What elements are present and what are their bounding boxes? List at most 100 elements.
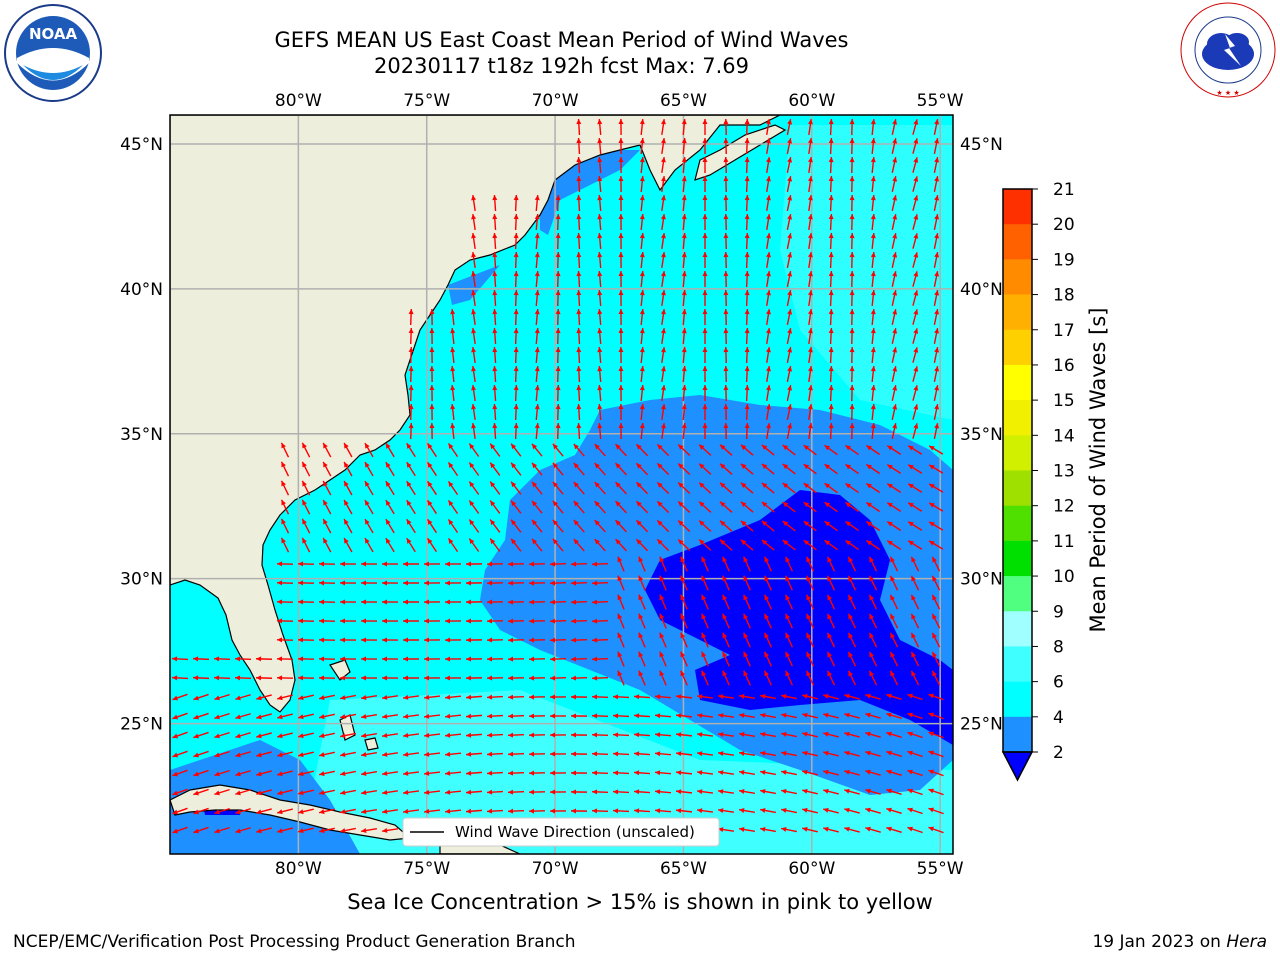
wind-arrow: [675, 732, 693, 738]
wind-arrow: [681, 270, 687, 288]
wind-arrow: [933, 366, 940, 382]
wind-arrow: [766, 384, 771, 402]
wind-arrow: [807, 194, 813, 212]
wind-arrow: [933, 195, 940, 211]
wind-arrow: [633, 713, 651, 719]
wind-arrow: [928, 521, 944, 531]
wind-arrow: [513, 194, 519, 212]
wind-arrow: [339, 580, 357, 586]
wind-arrow: [786, 309, 793, 325]
wind-arrow: [761, 539, 775, 551]
wind-arrow: [928, 712, 944, 720]
wind-arrow: [597, 118, 603, 136]
wind-arrow: [702, 137, 708, 155]
wind-arrow: [907, 731, 923, 739]
wind-arrow: [513, 327, 519, 345]
wind-arrow: [591, 675, 609, 681]
wind-arrow: [406, 537, 416, 553]
wind-arrow: [760, 693, 776, 700]
wind-arrow: [360, 599, 378, 605]
wind-arrow: [450, 346, 456, 364]
wind-arrow: [612, 751, 630, 757]
sea-ice-caption: Sea Ice Concentration > 15% is shown in …: [347, 890, 933, 914]
wind-arrow: [276, 599, 294, 605]
wind-arrow: [492, 194, 498, 212]
wind-arrow: [429, 346, 435, 364]
wind-arrow: [214, 750, 230, 758]
wind-arrow: [234, 656, 252, 662]
wind-arrow: [570, 751, 588, 757]
wind-arrow: [423, 599, 441, 605]
wind-arrow: [891, 271, 898, 287]
wind-arrow: [343, 537, 353, 553]
wind-arrow: [277, 751, 293, 758]
wind-arrow: [597, 232, 603, 250]
wind-arrow: [802, 769, 818, 776]
colorbar-tick-label: 2: [1053, 743, 1064, 763]
wind-arrow: [406, 480, 416, 496]
wind-arrow: [824, 539, 838, 551]
wind-arrow: [845, 501, 859, 513]
wind-arrow: [486, 561, 504, 567]
wind-arrow: [576, 137, 582, 155]
wind-arrow: [764, 670, 772, 686]
wind-arrow: [680, 670, 688, 686]
wind-arrow: [214, 693, 230, 701]
wind-arrow: [465, 694, 483, 700]
wind-arrow: [722, 613, 730, 629]
wind-arrow: [385, 499, 395, 515]
wind-arrow: [826, 556, 836, 572]
wind-arrow: [738, 713, 756, 719]
wind-arrow: [828, 175, 834, 193]
wind-arrow: [723, 365, 729, 383]
wind-arrow: [870, 346, 876, 364]
lon-tick-label-bottom: 55°W: [917, 859, 964, 879]
wind-arrow: [591, 656, 609, 662]
wind-arrow: [849, 289, 855, 307]
wind-arrow: [719, 444, 733, 456]
colorbar-tick-label: 4: [1053, 708, 1064, 728]
wind-arrow: [907, 483, 923, 493]
wind-arrow: [886, 807, 902, 815]
wind-arrow: [865, 539, 881, 551]
wind-arrow: [492, 308, 498, 326]
wind-arrow: [468, 443, 480, 457]
wind-arrow: [933, 328, 940, 344]
wind-arrow: [444, 656, 462, 662]
wind-arrow: [549, 713, 567, 719]
wind-arrow: [507, 713, 525, 719]
wind-arrow: [844, 788, 860, 795]
wind-arrow: [760, 750, 776, 757]
wind-arrow: [828, 346, 834, 364]
wind-arrow: [639, 384, 645, 402]
wind-arrow: [339, 656, 357, 662]
wind-arrow: [761, 463, 775, 475]
wind-arrow: [528, 808, 546, 814]
wind-arrow: [555, 327, 561, 345]
wind-arrow: [660, 365, 666, 383]
wind-arrow: [618, 175, 624, 193]
wind-arrow: [781, 712, 797, 719]
wind-arrow: [886, 540, 902, 550]
wind-arrow: [849, 384, 855, 402]
wind-arrow: [594, 519, 606, 533]
wind-arrow: [823, 731, 839, 738]
wind-arrow: [912, 138, 919, 154]
wind-arrow: [659, 575, 667, 591]
wind-arrow: [781, 788, 797, 795]
wind-arrow: [297, 561, 315, 567]
wind-arrow: [891, 347, 898, 363]
wind-arrow: [549, 580, 567, 586]
wind-arrow: [870, 289, 876, 307]
wind-arrow: [193, 788, 209, 796]
lon-tick-label-bottom: 75°W: [403, 859, 450, 879]
wind-arrow: [912, 347, 919, 363]
wind-arrow: [659, 670, 667, 686]
wind-arrow: [677, 462, 691, 476]
wind-arrow: [786, 328, 793, 344]
wind-arrow: [933, 404, 940, 420]
wind-arrow: [933, 138, 940, 154]
wind-arrow: [766, 270, 771, 288]
wind-arrow: [555, 251, 561, 269]
